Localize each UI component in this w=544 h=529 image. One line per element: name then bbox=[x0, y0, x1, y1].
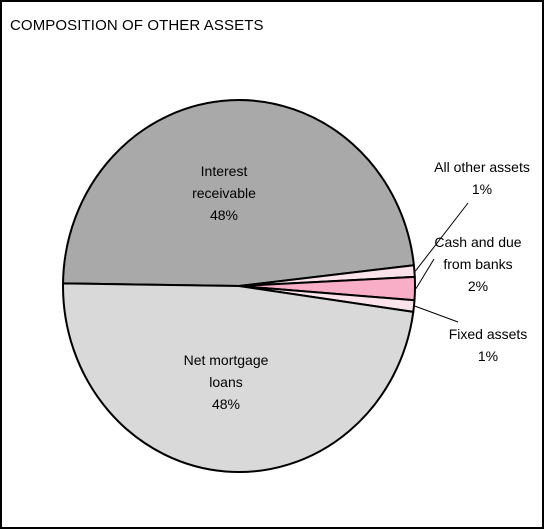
slice-label-interest-receivable-line1: Interest bbox=[201, 163, 248, 179]
slice-label-all-other-assets-line1: All other assets bbox=[434, 159, 530, 175]
slice-label-net-mortgage-loans-pct: 48% bbox=[212, 396, 240, 412]
slice-label-cash-and-due-from-banks-line1: Cash and due bbox=[434, 234, 521, 250]
slice-label-net-mortgage-loans-line2: loans bbox=[209, 374, 242, 390]
slice-label-fixed-assets-pct: 1% bbox=[478, 348, 498, 364]
slice-label-interest-receivable-pct: 48% bbox=[210, 207, 238, 223]
chart-title: COMPOSITION OF OTHER ASSETS bbox=[10, 17, 264, 34]
leader-line bbox=[415, 258, 435, 289]
leader-line bbox=[415, 202, 469, 272]
slice-label-interest-receivable-line2: receivable bbox=[192, 185, 256, 201]
slice-label-net-mortgage-loans-line1: Net mortgage bbox=[184, 352, 269, 368]
pie-slice-net-mortgage-loans bbox=[62, 282, 415, 473]
slice-label-fixed-assets-line1: Fixed assets bbox=[449, 326, 528, 342]
slice-label-all-other-assets-pct: 1% bbox=[472, 181, 492, 197]
slice-label-cash-and-due-from-banks-line2: from banks bbox=[443, 256, 512, 272]
slice-label-cash-and-due-from-banks-pct: 2% bbox=[468, 278, 488, 294]
pie-slice-interest-receivable bbox=[62, 99, 415, 287]
leader-line bbox=[414, 305, 459, 323]
